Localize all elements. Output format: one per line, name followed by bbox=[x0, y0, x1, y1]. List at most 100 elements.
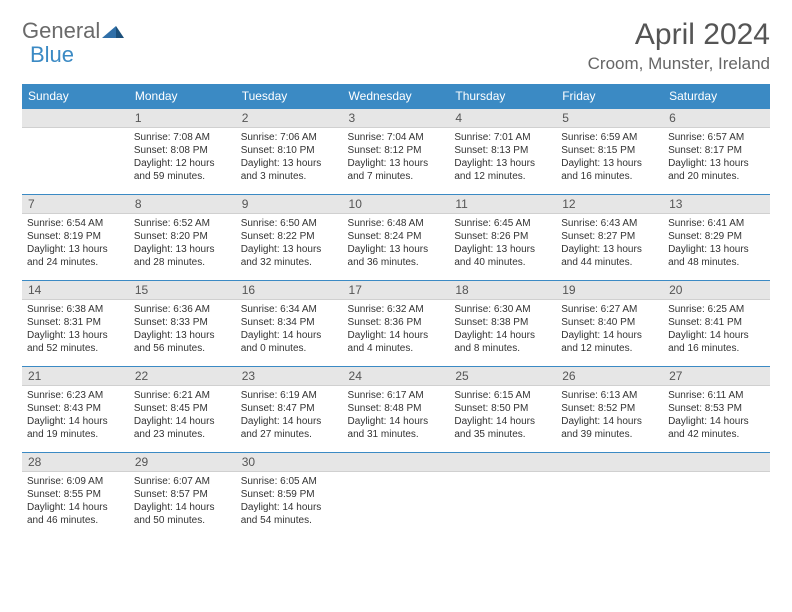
day-details: Sunrise: 6:34 AMSunset: 8:34 PMDaylight:… bbox=[236, 300, 343, 358]
daylight-text: and 48 minutes. bbox=[668, 256, 765, 269]
day-details: Sunrise: 6:38 AMSunset: 8:31 PMDaylight:… bbox=[22, 300, 129, 358]
day-cell: 19Sunrise: 6:27 AMSunset: 8:40 PMDayligh… bbox=[556, 281, 663, 367]
day-details: Sunrise: 6:23 AMSunset: 8:43 PMDaylight:… bbox=[22, 386, 129, 444]
daynum bbox=[449, 453, 556, 472]
sunset-text: Sunset: 8:40 PM bbox=[561, 316, 658, 329]
daynum: 26 bbox=[556, 367, 663, 386]
location: Croom, Munster, Ireland bbox=[588, 54, 770, 74]
daylight-text: Daylight: 14 hours bbox=[134, 501, 231, 514]
sunset-text: Sunset: 8:24 PM bbox=[348, 230, 445, 243]
sunset-text: Sunset: 8:15 PM bbox=[561, 144, 658, 157]
logo-icon bbox=[102, 22, 124, 40]
daynum: 7 bbox=[22, 195, 129, 214]
sunrise-text: Sunrise: 6:59 AM bbox=[561, 131, 658, 144]
daylight-text: Daylight: 14 hours bbox=[668, 329, 765, 342]
day-cell: 9Sunrise: 6:50 AMSunset: 8:22 PMDaylight… bbox=[236, 195, 343, 281]
day-cell: 17Sunrise: 6:32 AMSunset: 8:36 PMDayligh… bbox=[343, 281, 450, 367]
day-header: Tuesday bbox=[236, 84, 343, 109]
daylight-text: Daylight: 14 hours bbox=[241, 501, 338, 514]
daylight-text: Daylight: 14 hours bbox=[561, 329, 658, 342]
month-title: April 2024 bbox=[588, 18, 770, 52]
week-row: 14Sunrise: 6:38 AMSunset: 8:31 PMDayligh… bbox=[22, 281, 770, 367]
sunset-text: Sunset: 8:34 PM bbox=[241, 316, 338, 329]
sunset-text: Sunset: 8:17 PM bbox=[668, 144, 765, 157]
day-cell: 1Sunrise: 7:08 AMSunset: 8:08 PMDaylight… bbox=[129, 109, 236, 195]
day-details: Sunrise: 6:45 AMSunset: 8:26 PMDaylight:… bbox=[449, 214, 556, 272]
daynum: 16 bbox=[236, 281, 343, 300]
daynum: 9 bbox=[236, 195, 343, 214]
sunset-text: Sunset: 8:41 PM bbox=[668, 316, 765, 329]
sunset-text: Sunset: 8:50 PM bbox=[454, 402, 551, 415]
day-details: Sunrise: 6:32 AMSunset: 8:36 PMDaylight:… bbox=[343, 300, 450, 358]
day-details: Sunrise: 6:59 AMSunset: 8:15 PMDaylight:… bbox=[556, 128, 663, 186]
sunrise-text: Sunrise: 6:13 AM bbox=[561, 389, 658, 402]
day-cell bbox=[343, 453, 450, 539]
sunset-text: Sunset: 8:47 PM bbox=[241, 402, 338, 415]
daylight-text: and 12 minutes. bbox=[561, 342, 658, 355]
daynum bbox=[556, 453, 663, 472]
logo-part1: General bbox=[22, 18, 100, 44]
day-details: Sunrise: 6:21 AMSunset: 8:45 PMDaylight:… bbox=[129, 386, 236, 444]
daylight-text: Daylight: 13 hours bbox=[134, 329, 231, 342]
day-details: Sunrise: 6:41 AMSunset: 8:29 PMDaylight:… bbox=[663, 214, 770, 272]
daynum: 11 bbox=[449, 195, 556, 214]
day-details: Sunrise: 6:36 AMSunset: 8:33 PMDaylight:… bbox=[129, 300, 236, 358]
daynum: 22 bbox=[129, 367, 236, 386]
day-cell: 27Sunrise: 6:11 AMSunset: 8:53 PMDayligh… bbox=[663, 367, 770, 453]
day-details: Sunrise: 6:48 AMSunset: 8:24 PMDaylight:… bbox=[343, 214, 450, 272]
sunrise-text: Sunrise: 6:54 AM bbox=[27, 217, 124, 230]
sunrise-text: Sunrise: 6:19 AM bbox=[241, 389, 338, 402]
daylight-text: and 27 minutes. bbox=[241, 428, 338, 441]
day-cell: 8Sunrise: 6:52 AMSunset: 8:20 PMDaylight… bbox=[129, 195, 236, 281]
daylight-text: Daylight: 13 hours bbox=[241, 243, 338, 256]
daynum: 19 bbox=[556, 281, 663, 300]
day-cell: 15Sunrise: 6:36 AMSunset: 8:33 PMDayligh… bbox=[129, 281, 236, 367]
daylight-text: Daylight: 14 hours bbox=[241, 415, 338, 428]
sunset-text: Sunset: 8:38 PM bbox=[454, 316, 551, 329]
day-cell: 25Sunrise: 6:15 AMSunset: 8:50 PMDayligh… bbox=[449, 367, 556, 453]
daylight-text: Daylight: 14 hours bbox=[348, 415, 445, 428]
daylight-text: and 44 minutes. bbox=[561, 256, 658, 269]
daynum: 10 bbox=[343, 195, 450, 214]
sunrise-text: Sunrise: 6:07 AM bbox=[134, 475, 231, 488]
sunrise-text: Sunrise: 6:09 AM bbox=[27, 475, 124, 488]
daynum: 14 bbox=[22, 281, 129, 300]
day-cell: 28Sunrise: 6:09 AMSunset: 8:55 PMDayligh… bbox=[22, 453, 129, 539]
day-header: Sunday bbox=[22, 84, 129, 109]
daynum: 21 bbox=[22, 367, 129, 386]
title-block: April 2024 Croom, Munster, Ireland bbox=[588, 18, 770, 74]
sunrise-text: Sunrise: 7:01 AM bbox=[454, 131, 551, 144]
daynum: 6 bbox=[663, 109, 770, 128]
daynum: 2 bbox=[236, 109, 343, 128]
daylight-text: and 54 minutes. bbox=[241, 514, 338, 527]
daylight-text: and 42 minutes. bbox=[668, 428, 765, 441]
day-cell: 7 Sunrise: 6:54 AMSunset: 8:19 PMDaylight… bbox=[22, 195, 129, 281]
day-details: Sunrise: 7:04 AMSunset: 8:12 PMDaylight:… bbox=[343, 128, 450, 186]
day-header-row: Sunday Monday Tuesday Wednesday Thursday… bbox=[22, 84, 770, 109]
sunset-text: Sunset: 8:19 PM bbox=[27, 230, 124, 243]
daylight-text: and 7 minutes. bbox=[348, 170, 445, 183]
daynum: 8 bbox=[129, 195, 236, 214]
day-details: Sunrise: 6:50 AMSunset: 8:22 PMDaylight:… bbox=[236, 214, 343, 272]
daynum: 18 bbox=[449, 281, 556, 300]
daynum: 1 bbox=[129, 109, 236, 128]
daylight-text: and 39 minutes. bbox=[561, 428, 658, 441]
daylight-text: and 3 minutes. bbox=[241, 170, 338, 183]
day-cell bbox=[663, 453, 770, 539]
daylight-text: Daylight: 14 hours bbox=[561, 415, 658, 428]
day-details: Sunrise: 6:15 AMSunset: 8:50 PMDaylight:… bbox=[449, 386, 556, 444]
daylight-text: Daylight: 14 hours bbox=[454, 415, 551, 428]
daylight-text: and 31 minutes. bbox=[348, 428, 445, 441]
daylight-text: Daylight: 13 hours bbox=[668, 243, 765, 256]
daynum: 24 bbox=[343, 367, 450, 386]
day-cell: 24Sunrise: 6:17 AMSunset: 8:48 PMDayligh… bbox=[343, 367, 450, 453]
daylight-text: Daylight: 13 hours bbox=[134, 243, 231, 256]
day-cell: 29Sunrise: 6:07 AMSunset: 8:57 PMDayligh… bbox=[129, 453, 236, 539]
day-cell: 13Sunrise: 6:41 AMSunset: 8:29 PMDayligh… bbox=[663, 195, 770, 281]
daylight-text: and 35 minutes. bbox=[454, 428, 551, 441]
day-details: Sunrise: 6:09 AMSunset: 8:55 PMDaylight:… bbox=[22, 472, 129, 530]
day-cell: 5Sunrise: 6:59 AMSunset: 8:15 PMDaylight… bbox=[556, 109, 663, 195]
daylight-text: Daylight: 13 hours bbox=[27, 243, 124, 256]
week-row: 1Sunrise: 7:08 AMSunset: 8:08 PMDaylight… bbox=[22, 109, 770, 195]
day-cell: 11Sunrise: 6:45 AMSunset: 8:26 PMDayligh… bbox=[449, 195, 556, 281]
